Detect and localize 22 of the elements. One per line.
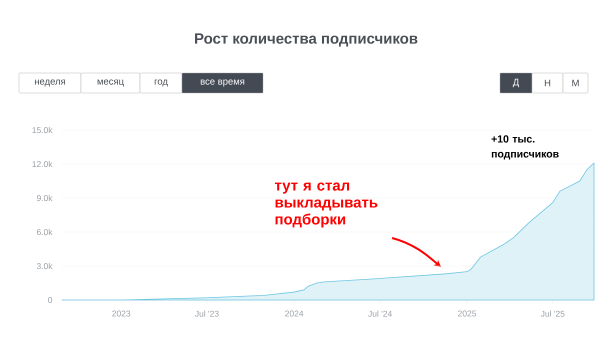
y-tick-label: 6.0k [36,228,53,236]
text: М [572,80,579,86]
y-tick-label: 12.0k [32,160,53,168]
x-tick-label: 2025 [458,310,476,317]
y-tick-label: 15.0k [32,126,53,134]
x-tick-label: Jul '23 [194,310,219,317]
y-tick-label: 3.0k [36,262,53,270]
chart-title: Рост количества подписчиков [195,33,418,47]
text: месяц [98,80,124,86]
x-tick-label: 2023 [112,310,130,317]
text: Д [512,78,520,88]
x-tick-label: Jul '25 [540,310,565,317]
text: год [154,80,168,86]
x-tick-label: Jul '24 [368,310,392,317]
text: все время [200,79,244,87]
annotation: +10 тыс. подписчиков [492,135,559,160]
x-tick-label: 2024 [285,310,304,317]
y-tick-label: 0 [48,297,52,303]
text: неделя [34,80,66,86]
text: Н [544,80,550,86]
annotation: тут я стал выкладывать подборки [274,182,378,228]
y-tick-label: 9.0k [36,194,53,202]
